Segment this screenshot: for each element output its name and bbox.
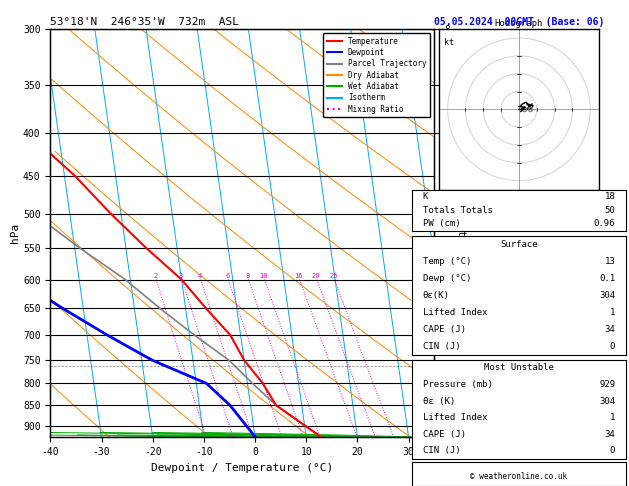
Text: LCL: LCL (442, 361, 457, 370)
Title: Hodograph: Hodograph (495, 19, 543, 28)
Text: CIN (J): CIN (J) (423, 342, 460, 351)
Text: 929: 929 (599, 380, 615, 389)
Text: kt: kt (444, 38, 454, 47)
Text: 16: 16 (294, 274, 303, 279)
Text: Surface: Surface (500, 240, 538, 249)
X-axis label: Dewpoint / Temperature (°C): Dewpoint / Temperature (°C) (151, 463, 333, 473)
Text: 6: 6 (225, 274, 230, 279)
Text: K: K (423, 192, 428, 201)
Text: Pressure (mb): Pressure (mb) (423, 380, 493, 389)
Text: 304: 304 (599, 397, 615, 406)
Text: 10: 10 (259, 274, 268, 279)
Text: 0.96: 0.96 (594, 220, 615, 228)
Text: θε(K): θε(K) (423, 291, 450, 300)
Text: Most Unstable: Most Unstable (484, 364, 554, 372)
Legend: Temperature, Dewpoint, Parcel Trajectory, Dry Adiabat, Wet Adiabat, Isotherm, Mi: Temperature, Dewpoint, Parcel Trajectory… (323, 33, 430, 117)
Text: 53°18'N  246°35'W  732m  ASL: 53°18'N 246°35'W 732m ASL (50, 17, 239, 27)
Text: © weatheronline.co.uk: © weatheronline.co.uk (470, 472, 567, 481)
Text: Temp (°C): Temp (°C) (423, 257, 471, 266)
Text: CAPE (J): CAPE (J) (423, 325, 465, 334)
Text: 0.1: 0.1 (599, 274, 615, 283)
Text: 25: 25 (329, 274, 338, 279)
Text: 18: 18 (604, 192, 615, 201)
Text: 304: 304 (599, 291, 615, 300)
Text: 50: 50 (604, 206, 615, 215)
Text: 05.05.2024  00GMT  (Base: 06): 05.05.2024 00GMT (Base: 06) (434, 17, 604, 27)
Text: 34: 34 (604, 430, 615, 439)
Text: θε (K): θε (K) (423, 397, 455, 406)
Text: 0: 0 (610, 447, 615, 455)
Text: 3: 3 (179, 274, 183, 279)
Text: Lifted Index: Lifted Index (423, 308, 487, 317)
Text: 34: 34 (604, 325, 615, 334)
Text: CAPE (J): CAPE (J) (423, 430, 465, 439)
Text: Totals Totals: Totals Totals (423, 206, 493, 215)
Text: Lifted Index: Lifted Index (423, 413, 487, 422)
Text: Dewp (°C): Dewp (°C) (423, 274, 471, 283)
Y-axis label: Mixing Ratio (g/kg): Mixing Ratio (g/kg) (457, 177, 467, 289)
Text: 4: 4 (198, 274, 202, 279)
Text: 20: 20 (311, 274, 320, 279)
Text: PW (cm): PW (cm) (423, 220, 460, 228)
Y-axis label: hPa: hPa (10, 223, 20, 243)
Text: CIN (J): CIN (J) (423, 447, 460, 455)
Text: 8: 8 (245, 274, 250, 279)
Text: 13: 13 (604, 257, 615, 266)
Text: 0: 0 (610, 342, 615, 351)
Text: 2: 2 (153, 274, 157, 279)
Text: 1: 1 (610, 308, 615, 317)
Text: 1: 1 (610, 413, 615, 422)
